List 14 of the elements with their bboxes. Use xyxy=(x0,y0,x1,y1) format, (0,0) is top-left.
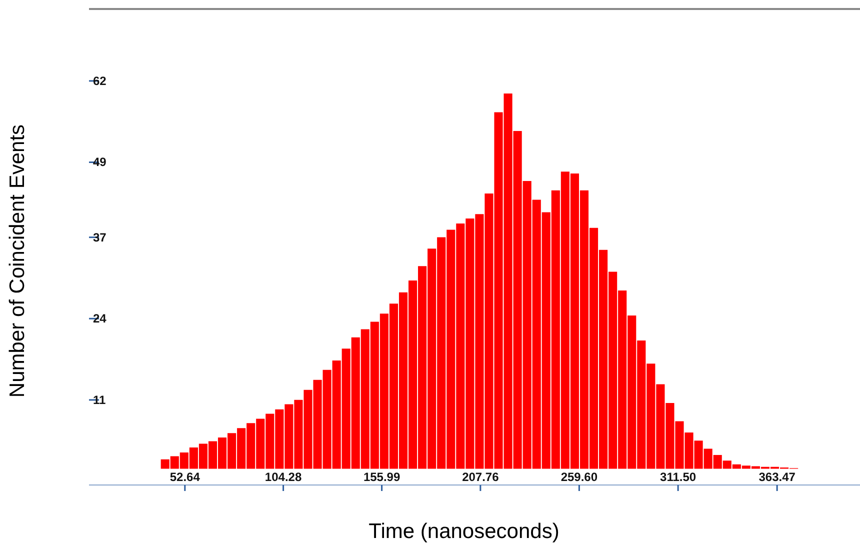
x-tick-label: 155.99 xyxy=(363,470,400,484)
y-tick-label: 37 xyxy=(93,230,107,244)
x-tick-label: 52.64 xyxy=(170,470,200,484)
y-tick-label: 62 xyxy=(93,74,107,88)
x-tick-label: 207.76 xyxy=(462,470,500,484)
y-tick-label: 24 xyxy=(93,312,107,326)
x-axis-title: Time (nanoseconds) xyxy=(368,520,560,544)
y-axis-title: Number of Coincident Events xyxy=(5,123,30,400)
y-tick-label: 49 xyxy=(93,155,107,170)
y-tick-label: 11 xyxy=(93,392,106,407)
x-tick-label: 104.28 xyxy=(264,470,302,484)
x-tick-label: 363.47 xyxy=(758,470,796,484)
x-tick-label: 311.50 xyxy=(660,470,696,484)
x-tick-label: 259.60 xyxy=(560,470,598,484)
